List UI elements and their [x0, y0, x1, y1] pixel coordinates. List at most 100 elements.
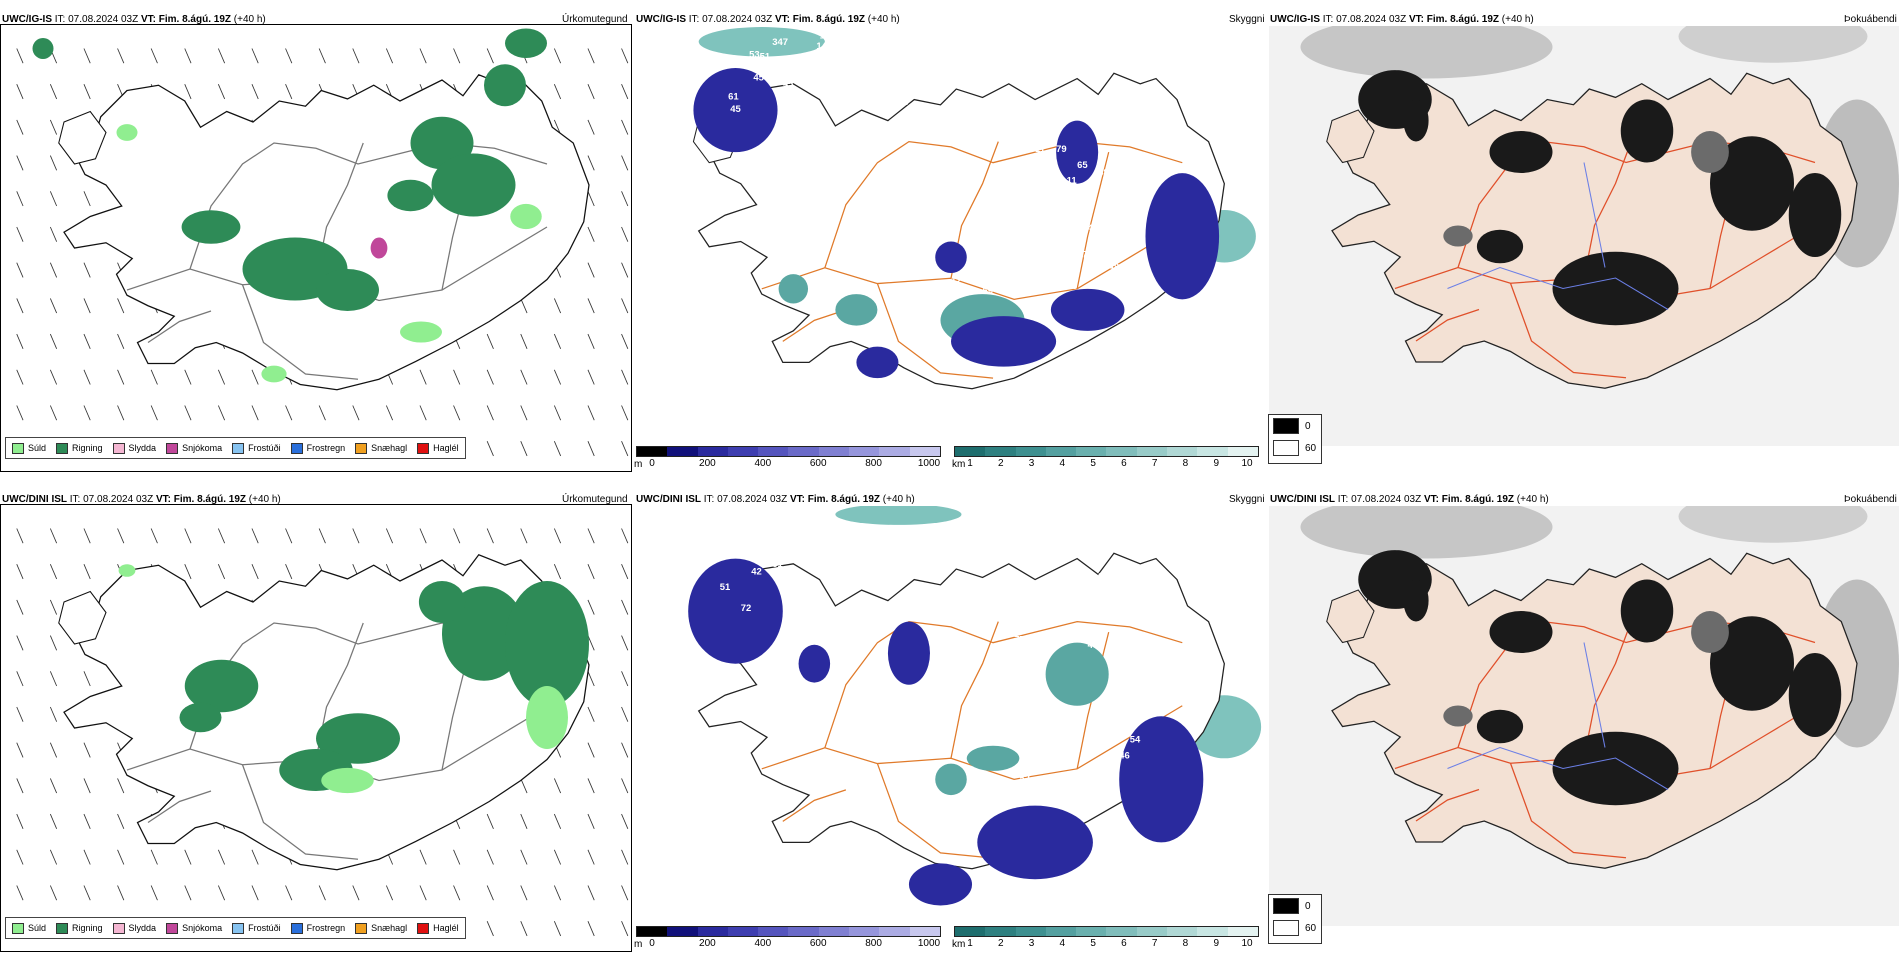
lead-time: (+40 h) — [867, 14, 900, 25]
fog-legend-label: 60 — [1305, 922, 1317, 934]
wind-barb — [285, 528, 293, 544]
it-label: IT: — [703, 494, 715, 505]
cloud-base-label: 46 — [1119, 750, 1130, 761]
field-patch — [1119, 716, 1204, 843]
wind-barb — [49, 369, 58, 385]
wind-barb — [621, 599, 629, 615]
valid-time: Fim. 8.ágú. 19Z — [1441, 494, 1514, 505]
precip-type-legend: Súld Rigning Slydda Snjókoma Frostúði Frostre… — [5, 917, 466, 939]
wind-barb — [553, 528, 562, 544]
colorbar-strip — [954, 446, 1259, 457]
field-patch — [1678, 26, 1868, 63]
road-line — [147, 790, 212, 824]
wind-barb — [217, 564, 226, 580]
wind-barb — [419, 528, 427, 544]
colorbar-bin — [1106, 927, 1137, 936]
cloud-base-label: 52 — [1109, 719, 1120, 730]
wind-barb — [587, 742, 595, 758]
colorbar-bin — [758, 447, 789, 456]
visibility-scale-colorbar: 1 2 3 4 5 6 7 8 9 10 km — [952, 446, 1259, 470]
init-time: 07.08.2024 03Z — [68, 14, 139, 25]
wind-barb — [16, 671, 24, 687]
wind-barb — [486, 885, 494, 901]
legend-label: Frostregn — [306, 443, 346, 453]
wind-barb — [83, 885, 91, 901]
wind-barb — [486, 849, 494, 865]
field-patch — [1476, 229, 1524, 264]
colorbar-tick: 400 — [754, 938, 772, 949]
colorbar-bin — [1045, 927, 1077, 936]
field-patch — [1403, 579, 1429, 622]
it-label: IT: — [688, 14, 700, 25]
wind-barb — [621, 298, 629, 314]
field-patch — [1552, 251, 1679, 326]
wind-barb — [16, 778, 24, 794]
colorbar-bin — [727, 447, 759, 456]
wind-barb — [49, 885, 58, 901]
colorbar-tick: 6 — [1121, 458, 1127, 469]
cloud-base-label: 632 — [735, 55, 751, 66]
wind-barb — [587, 405, 595, 421]
colorbar-bin — [955, 447, 986, 456]
colorbar-bin — [1197, 447, 1228, 456]
field-patch — [1788, 653, 1842, 737]
colorbar-bin — [955, 927, 986, 936]
cloud-base-label: 37 — [1077, 249, 1088, 260]
cloud-base-label: 42 — [946, 354, 957, 365]
legend-item: Rigning — [56, 442, 103, 454]
wind-barb — [83, 742, 91, 758]
fog-legend-swatch — [1273, 440, 1299, 456]
cloud-base-label: 79 — [1056, 144, 1067, 155]
wind-barb — [150, 885, 158, 901]
wind-barb — [587, 813, 595, 829]
cloud-base-label: 45 — [730, 104, 741, 115]
wind-barb — [16, 813, 24, 829]
cloud-base-label: 296 — [802, 52, 818, 63]
legend-swatch — [12, 442, 24, 454]
wind-barb — [217, 405, 226, 421]
river-line — [1447, 266, 1669, 310]
wind-barb — [453, 405, 461, 421]
field-patch — [431, 153, 516, 217]
legend-label: Snjókoma — [182, 923, 223, 933]
colorbar-ticks: 1 2 3 4 5 6 7 8 9 10 — [954, 458, 1259, 470]
panel-header: UWC/DINI ISL IT: 07.08.2024 03Z VT: Fim.… — [1270, 494, 1549, 505]
field-patch — [935, 241, 967, 274]
fog-legend-label: 0 — [1305, 420, 1311, 432]
field-patch — [1050, 288, 1125, 331]
wind-barb — [453, 849, 461, 865]
lead-time: (+40 h) — [233, 14, 266, 25]
legend-item: Haglél — [417, 442, 459, 454]
cloud-base-label: 960 — [1098, 572, 1114, 583]
road-line — [782, 789, 847, 822]
wind-barb — [16, 155, 24, 171]
colorbar-bin — [849, 927, 880, 936]
cloud-base-label: 162 — [1077, 624, 1093, 635]
colorbar-tick: 2 — [997, 938, 1004, 949]
colorbar-tick: 3 — [1028, 458, 1035, 469]
vt-label: VT: — [155, 494, 171, 505]
colorbar-bin — [1227, 927, 1258, 936]
panel-header: UWC/DINI ISL IT: 07.08.2024 03Z VT: Fim.… — [636, 494, 915, 505]
wind-barb — [486, 813, 494, 829]
colorbar-ticks: 0 200 400 600 800 1000 — [636, 938, 941, 950]
wind-barb — [83, 813, 91, 829]
cloud-base-label: 12 — [951, 276, 962, 287]
cloud-base-label: 49 — [1098, 255, 1109, 266]
wind-barb — [251, 885, 259, 901]
wind-barb — [587, 885, 595, 901]
wind-barb — [553, 885, 562, 901]
wind-barb — [621, 369, 629, 385]
cloud-base-label: 72 — [1130, 656, 1141, 667]
wind-barb — [587, 778, 595, 794]
legend-item: Súld — [12, 922, 46, 934]
wind-barb — [217, 849, 226, 865]
field-patch — [316, 713, 400, 764]
precip-type-panel: UWC/DINI ISL IT: 07.08.2024 03Z VT: Fim.… — [0, 488, 634, 958]
field-patch — [1678, 506, 1868, 543]
wind-barb — [16, 191, 24, 207]
colorbar-bin — [879, 447, 910, 456]
colorbar-tick: 1000 — [917, 458, 941, 469]
wind-barb — [318, 885, 326, 901]
panel-header: UWC/IG-IS IT: 07.08.2024 03Z VT: Fim. 8.… — [2, 14, 266, 25]
